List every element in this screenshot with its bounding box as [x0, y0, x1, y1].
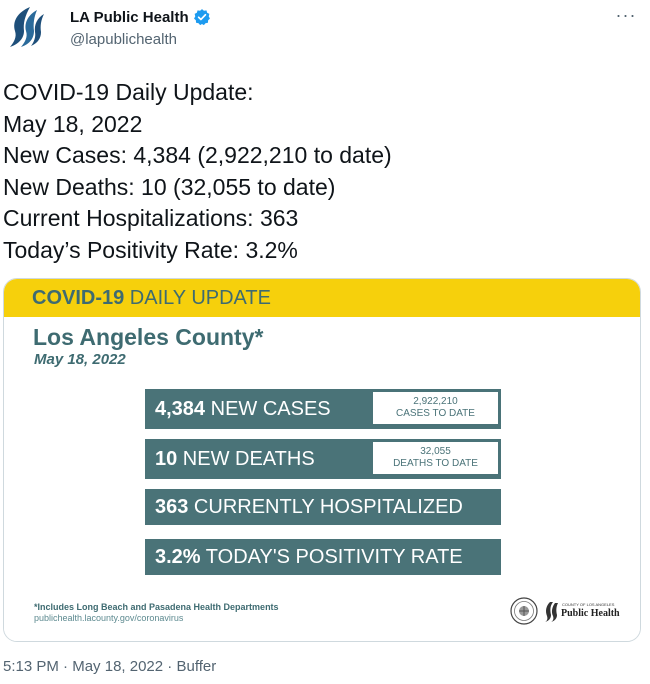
tweet-line: New Cases: 4,384 (2,922,210 to date) — [3, 142, 392, 168]
stat-value: 3.2% — [155, 546, 201, 568]
stat-positivity: 3.2% TODAY'S POSITIVITY RATE — [145, 539, 501, 575]
stat-value: 10 — [155, 448, 178, 470]
public-health-logo-icon: COUNTY OF LOS ANGELES Public Health — [545, 602, 620, 622]
stat-value: 4,384 — [155, 398, 206, 420]
stat-total-label: DEATHS TO DATE — [393, 458, 478, 469]
stat-label: NEW DEATHS — [177, 448, 315, 470]
stat-label: TODAY'S POSITIVITY RATE — [200, 546, 463, 568]
county-seal-icon — [510, 597, 538, 625]
tweet-header: LA Public Health @lapublichealth ··· — [0, 0, 650, 60]
stat-main-text: 3.2% TODAY'S POSITIVITY RATE — [155, 546, 463, 569]
stat-label: NEW CASES — [205, 398, 331, 420]
stat-hospitalized: 363 CURRENTLY HOSPITALIZED — [145, 489, 501, 525]
tweet-text: COVID-19 Daily Update: May 18, 2022 New … — [3, 77, 643, 266]
author-handle[interactable]: @lapublichealth — [70, 31, 177, 48]
more-options-icon[interactable]: ··· — [615, 5, 637, 25]
graphic-url: publichealth.lacounty.gov/coronavirus — [34, 613, 184, 623]
tweet-time[interactable]: 5:13 PM — [3, 658, 59, 675]
stat-main-text: 10 NEW DEATHS — [155, 448, 315, 471]
banner-title-rest: DAILY UPDATE — [124, 287, 271, 309]
meta-separator: · — [58, 658, 73, 675]
tweet-line: New Deaths: 10 (32,055 to date) — [3, 173, 336, 200]
tweet-date[interactable]: May 18, 2022 — [72, 658, 164, 675]
la-public-health-logo-icon[interactable] — [4, 4, 50, 50]
stat-total-value: 2,922,210 — [413, 396, 458, 407]
graphic-date: May 18, 2022 — [34, 351, 126, 368]
stat-main-text: 363 CURRENTLY HOSPITALIZED — [155, 496, 463, 519]
tweet-metadata: 5:13 PM · May 18, 2022 · Buffer — [3, 658, 216, 675]
tweet-line: May 18, 2022 — [3, 110, 143, 137]
verified-badge-icon — [193, 9, 210, 26]
logo-text: Public Health — [561, 608, 620, 619]
graphic-banner: COVID-19 DAILY UPDATE — [4, 279, 640, 317]
tweet-media-image[interactable]: COVID-19 DAILY UPDATE Los Angeles County… — [3, 278, 641, 642]
tweet-line: COVID-19 Daily Update: — [3, 79, 254, 105]
banner-title-bold: COVID-19 — [32, 287, 125, 309]
county-title: Los Angeles County* — [33, 324, 264, 350]
covid-update-graphic: COVID-19 DAILY UPDATE Los Angeles County… — [4, 279, 640, 641]
stat-label: CURRENTLY HOSPITALIZED — [188, 496, 463, 518]
logo-top-text: COUNTY OF LOS ANGELES — [562, 602, 615, 607]
graphic-footnote: *Includes Long Beach and Pasadena Health… — [34, 602, 279, 612]
stat-total-value: 32,055 — [420, 446, 451, 457]
stat-total-label: CASES TO DATE — [396, 408, 475, 419]
tweet-source[interactable]: Buffer — [176, 658, 217, 675]
author-name-row[interactable]: LA Public Health — [70, 8, 211, 26]
stat-total-box: 32,055 DEATHS TO DATE — [373, 442, 498, 474]
banner-title: COVID-19 DAILY UPDATE — [32, 287, 271, 309]
tweet-line: Today’s Positivity Rate: 3.2% — [3, 236, 298, 263]
stat-new-cases: 4,384 NEW CASES 2,922,210 CASES TO DATE — [145, 389, 501, 429]
author-name[interactable]: LA Public Health — [70, 8, 189, 26]
stat-new-deaths: 10 NEW DEATHS 32,055 DEATHS TO DATE — [145, 439, 501, 479]
stat-value: 363 — [155, 496, 189, 518]
stat-main-text: 4,384 NEW CASES — [155, 398, 331, 421]
tweet-line: Current Hospitalizations: 363 — [3, 205, 299, 231]
meta-separator: · — [163, 658, 177, 675]
stat-total-box: 2,922,210 CASES TO DATE — [373, 392, 498, 424]
